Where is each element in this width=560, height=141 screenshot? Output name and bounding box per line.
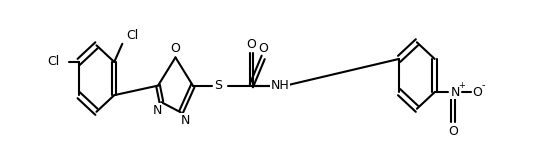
Text: O: O [472, 86, 482, 99]
Text: N: N [152, 104, 162, 117]
Text: O: O [449, 125, 458, 138]
Text: Cl: Cl [48, 55, 60, 68]
Text: N: N [180, 114, 190, 127]
Text: Cl: Cl [127, 29, 139, 42]
Text: N: N [450, 86, 460, 99]
Text: O: O [171, 42, 180, 55]
Text: S: S [214, 79, 222, 92]
Text: +: + [458, 81, 465, 90]
Text: O: O [258, 42, 268, 55]
Text: NH: NH [270, 79, 290, 92]
Text: O: O [246, 38, 256, 51]
Text: -: - [482, 80, 485, 90]
